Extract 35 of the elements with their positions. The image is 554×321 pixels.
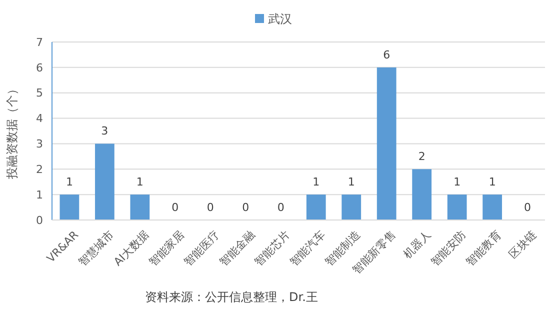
bar <box>306 194 326 220</box>
data-label: 1 <box>488 176 496 189</box>
bar <box>376 67 396 220</box>
data-label: 0 <box>206 201 214 214</box>
data-label: 3 <box>101 124 108 138</box>
data-label: 1 <box>136 176 144 189</box>
text: 资料来源：公开信息整理，Dr.王 <box>145 290 318 304</box>
data-label: 1 <box>312 176 320 189</box>
y-tick-label: 1 <box>36 188 43 202</box>
bar <box>94 144 114 220</box>
bar <box>412 169 432 220</box>
bar <box>482 194 502 220</box>
data-label: 0 <box>524 201 532 214</box>
data-label: 1 <box>454 176 461 189</box>
y-tick-label: 3 <box>36 138 43 151</box>
bar <box>60 194 80 220</box>
y-tick-label: 5 <box>36 86 43 100</box>
data-label: 1 <box>66 176 73 189</box>
legend-label: 武汉 <box>268 12 292 26</box>
y-tick-label: 6 <box>36 61 43 74</box>
bar <box>447 194 467 220</box>
data-label: 0 <box>172 201 179 214</box>
y-tick-label: 7 <box>36 36 43 49</box>
bar <box>342 194 362 220</box>
y-tick-label: 0 <box>36 214 43 227</box>
data-label: 2 <box>418 150 426 164</box>
data-label: 1 <box>348 176 355 189</box>
y-tick-label: 2 <box>36 162 43 176</box>
data-label: 0 <box>277 201 284 214</box>
bar <box>130 194 150 220</box>
data-label: 6 <box>383 48 390 62</box>
x-tick-label: 区块链 <box>506 228 540 261</box>
y-tick-label: 4 <box>36 112 43 126</box>
data-label: 0 <box>242 201 250 214</box>
y-axis-title: 投融资数据（个） <box>5 83 19 180</box>
